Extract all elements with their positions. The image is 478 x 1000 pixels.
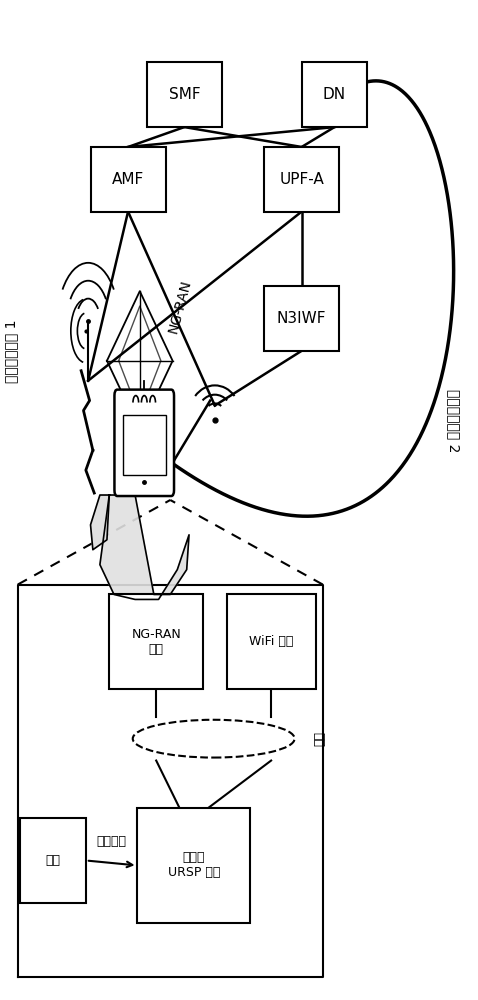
FancyBboxPatch shape [90, 147, 165, 212]
Text: 存储的
URSP 规则: 存储的 URSP 规则 [168, 851, 220, 879]
Text: NG-RAN
界面: NG-RAN 界面 [131, 628, 181, 656]
Text: 检查规则: 检查规则 [97, 835, 127, 848]
Text: 分组数据路径 2: 分组数据路径 2 [447, 389, 461, 452]
Text: UPF-A: UPF-A [279, 172, 324, 187]
FancyBboxPatch shape [138, 808, 250, 923]
Text: 映射: 映射 [314, 731, 326, 746]
FancyBboxPatch shape [123, 415, 165, 475]
Text: 分组数据路径 1: 分组数据路径 1 [4, 319, 18, 383]
Text: WiFi 界面: WiFi 界面 [249, 635, 293, 648]
FancyBboxPatch shape [20, 818, 86, 903]
Text: N3IWF: N3IWF [277, 311, 326, 326]
FancyBboxPatch shape [109, 594, 203, 689]
FancyBboxPatch shape [147, 62, 222, 127]
Text: 应用: 应用 [45, 854, 61, 867]
Text: NG-RAN: NG-RAN [166, 278, 194, 334]
FancyBboxPatch shape [227, 594, 315, 689]
FancyBboxPatch shape [264, 286, 339, 351]
Text: AMF: AMF [112, 172, 144, 187]
Ellipse shape [133, 720, 294, 758]
Text: SMF: SMF [169, 87, 200, 102]
FancyBboxPatch shape [264, 147, 339, 212]
Polygon shape [100, 495, 189, 599]
FancyBboxPatch shape [302, 62, 367, 127]
Text: DN: DN [323, 87, 346, 102]
Polygon shape [90, 495, 109, 550]
FancyBboxPatch shape [114, 390, 174, 496]
